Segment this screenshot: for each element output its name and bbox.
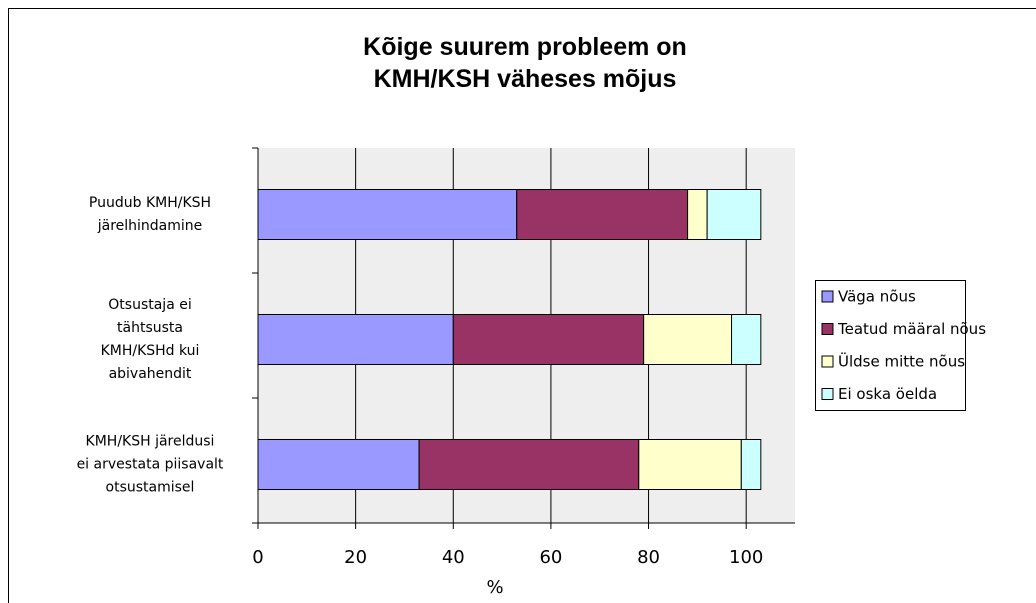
bar-segment bbox=[452, 314, 645, 365]
legend-label: Üldse mitte nõus bbox=[838, 352, 965, 371]
legend-label: Ei oska öelda bbox=[838, 385, 937, 403]
legend-swatch bbox=[821, 290, 834, 303]
x-tick-label: 60 bbox=[539, 547, 562, 568]
bar-segment bbox=[706, 189, 762, 240]
bar-segment bbox=[731, 314, 762, 365]
legend-swatch bbox=[821, 388, 834, 400]
y-tick-label: Puudub KMH/KSH järelhindamine bbox=[89, 195, 211, 234]
bar-segment bbox=[638, 439, 742, 490]
bar-segment bbox=[257, 189, 518, 240]
legend-label: Teatud määral nõus bbox=[837, 320, 986, 338]
x-tick-label: 0 bbox=[252, 547, 263, 568]
legend bbox=[815, 280, 966, 411]
bar-segment bbox=[418, 439, 640, 490]
legend-swatch bbox=[821, 355, 834, 368]
y-tick-label: Otsustaja ei tähtsusta KMH/KSHd kui abivahe… bbox=[101, 297, 200, 382]
category-ticks bbox=[252, 147, 258, 524]
bar-segment bbox=[740, 439, 762, 490]
x-tick-label: 100 bbox=[729, 547, 763, 568]
x-tick-label: 80 bbox=[637, 547, 660, 568]
bar-segment bbox=[687, 189, 708, 240]
chart-title: Kõige suurem probleem on KMH/KSH väheses … bbox=[363, 33, 687, 93]
x-tick-label: 20 bbox=[344, 547, 367, 568]
bar-segment bbox=[643, 314, 733, 365]
y-tick-label: KMH/KSH järeldusi ei arvestata piisavalt o… bbox=[77, 434, 224, 496]
bar-segment bbox=[516, 189, 689, 240]
x-tick-label: 40 bbox=[442, 547, 465, 568]
bar-segment bbox=[257, 439, 420, 490]
x-axis-label: % bbox=[486, 577, 503, 598]
bar-segment bbox=[257, 314, 454, 365]
legend-label: Väga nõus bbox=[838, 288, 916, 306]
legend-swatch bbox=[821, 323, 834, 335]
